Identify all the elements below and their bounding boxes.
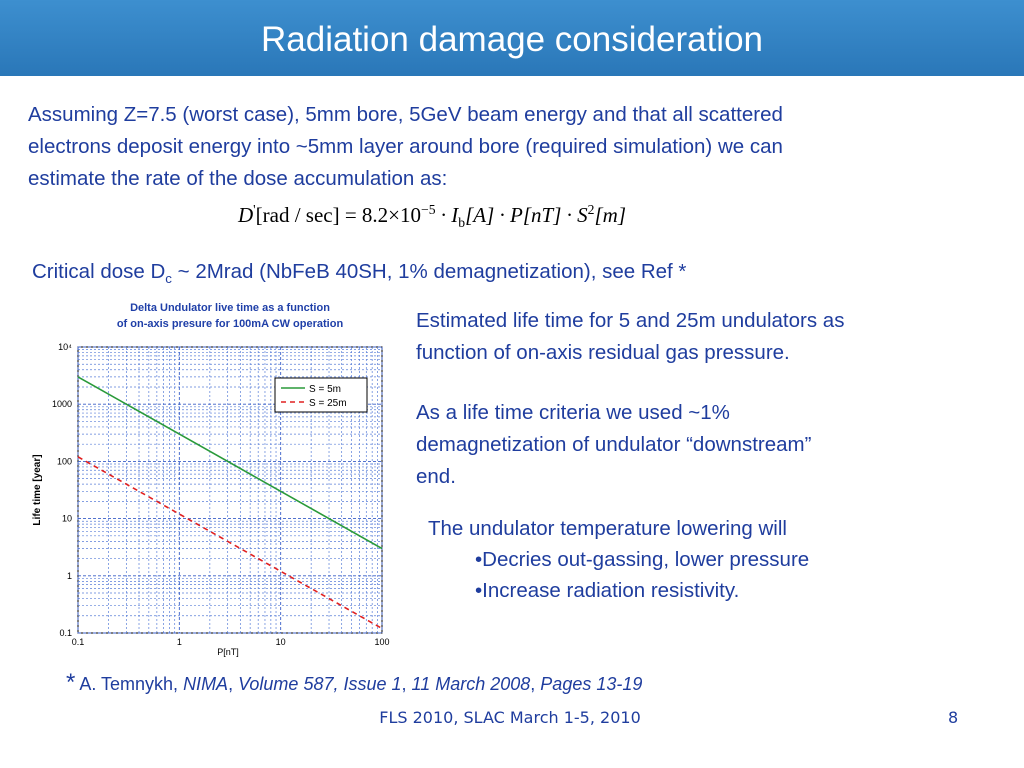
text-line: As a life time criteria we used ~1%	[416, 401, 730, 424]
x-tick-label: 0.1	[72, 637, 85, 647]
chart: 0.1 1 10 100 1000 10⁴ 0.1 1 10 100 Delta Undulator…	[32, 302, 390, 657]
formula-part: [A] · P[nT] · S	[465, 203, 588, 227]
intro-line: Assuming Z=7.5 (worst case), 5mm bore, 5…	[28, 103, 783, 126]
text: 11 March 2008	[411, 674, 531, 694]
series-line	[77, 376, 383, 550]
chart-title: of on-axis presure for 100mA CW operatio…	[117, 318, 344, 330]
formula: D'[rad / sec] = 8.2×10−5 · Ib[A] · P[nT]…	[238, 202, 626, 231]
text: A. Temnykh,	[75, 674, 184, 694]
legend-label: S = 5m	[309, 384, 341, 395]
text: *	[66, 669, 76, 696]
intro: Assuming Z=7.5 (worst case), 5mm bore, 5…	[28, 99, 783, 195]
text-line: function of on-axis residual gas pressur…	[416, 341, 790, 364]
paragraph: Estimated life time for 5 and 25m undula…	[416, 305, 844, 369]
bullet: •Increase radiation resistivity.	[475, 579, 740, 602]
chart-title: Delta Undulator live time as a function	[130, 302, 330, 314]
critical-dose: Critical dose Dc ~ 2Mrad (NbFeB 40SH, 1%…	[32, 256, 686, 295]
footer: FLS 2010, SLAC March 1-5, 2010	[379, 708, 641, 727]
text: c	[165, 271, 172, 287]
formula-part: −5	[421, 202, 436, 217]
y-tick-label: 1	[67, 571, 72, 581]
reference: * A. Temnykh, NIMA, Volume 587, Issue 1,…	[66, 667, 642, 700]
y-tick-label: 100	[57, 456, 72, 466]
formula-part: [rad / sec] = 8.2×10	[255, 203, 422, 227]
x-tick-label: 10	[276, 637, 286, 647]
legend-label: S = 25m	[309, 398, 347, 409]
text-line: demagnetization of undulator “downstream…	[416, 433, 812, 456]
text-line: Estimated life time for 5 and 25m undula…	[416, 309, 845, 332]
paragraph: As a life time criteria we used ~1% dema…	[416, 397, 811, 493]
text: Volume 587, Issue 1	[238, 674, 402, 694]
text: ~ 2Mrad (NbFeB 40SH, 1% demagnetization)…	[171, 260, 687, 283]
intro-line: electrons deposit energy into ~5mm layer…	[28, 135, 783, 158]
y-axis-label: Life time [year]	[32, 454, 43, 525]
text: ,	[530, 674, 541, 694]
formula-part: b	[458, 215, 466, 231]
y-tick-label: 0.1	[59, 628, 72, 638]
header: Radiation damage consideration	[0, 0, 1024, 76]
text: Pages 13-19	[540, 674, 643, 694]
y-tick-label: 10⁴	[58, 342, 72, 352]
formula-part: · I	[435, 203, 459, 227]
x-tick-label: 100	[374, 637, 389, 647]
text: ,	[228, 674, 239, 694]
y-tick-label: 1000	[52, 399, 72, 409]
text: Critical dose D	[32, 260, 166, 283]
formula-part: '	[253, 202, 256, 217]
text-line: end.	[416, 465, 456, 488]
text: ,	[401, 674, 412, 694]
formula-part: D	[238, 203, 254, 227]
bullet-list: The undulator temperature lowering will …	[428, 513, 809, 606]
bullet: •Decries out-gassing, lower pressure	[475, 548, 810, 571]
page-number: 8	[948, 708, 959, 727]
legend-box	[274, 377, 368, 413]
bullets-intro: The undulator temperature lowering will	[428, 517, 787, 540]
formula-part: 2	[587, 202, 595, 217]
y-tick-label: 10	[62, 514, 72, 524]
formula-part: [m]	[594, 203, 626, 227]
x-tick-label: 1	[177, 637, 182, 647]
text: NIMA	[183, 674, 229, 694]
slide-title: Radiation damage consideration	[261, 20, 763, 59]
x-axis-label: P[nT]	[217, 647, 239, 657]
series-line	[77, 456, 383, 630]
intro-line: estimate the rate of the dose accumulati…	[28, 167, 448, 190]
